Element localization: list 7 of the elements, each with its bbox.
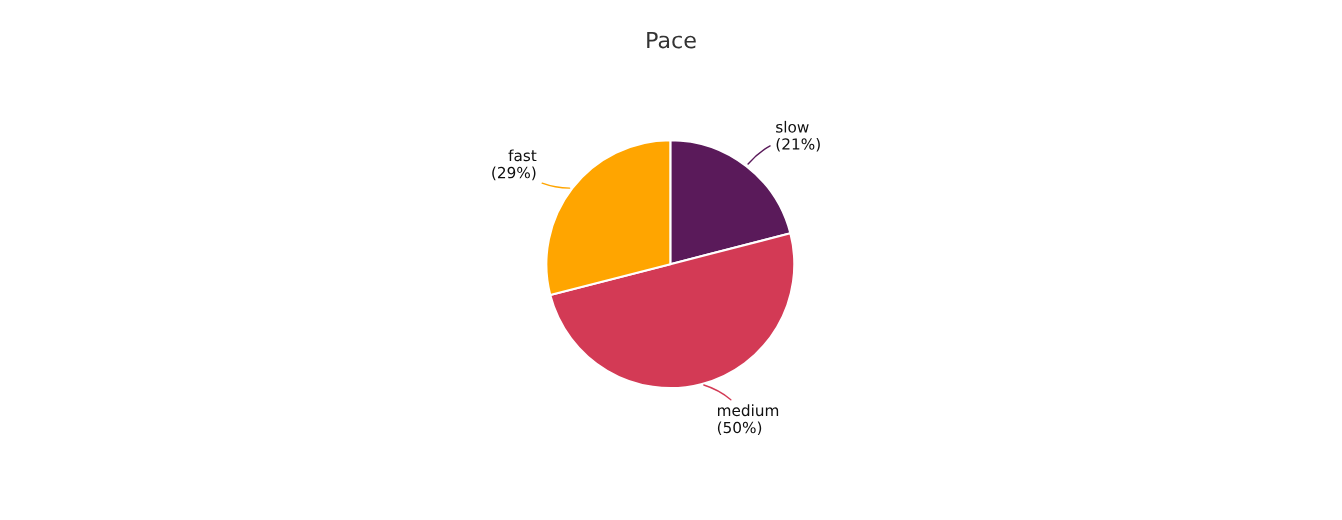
data-label: (50%) (717, 421, 762, 436)
chart-title: Pace (647, 31, 696, 49)
slice-label: slow (776, 120, 809, 133)
data-label: (21%) (776, 138, 820, 152)
slice-label: fast (508, 149, 537, 162)
data-label: (29%) (492, 166, 536, 181)
slice-label: medium (717, 404, 779, 417)
